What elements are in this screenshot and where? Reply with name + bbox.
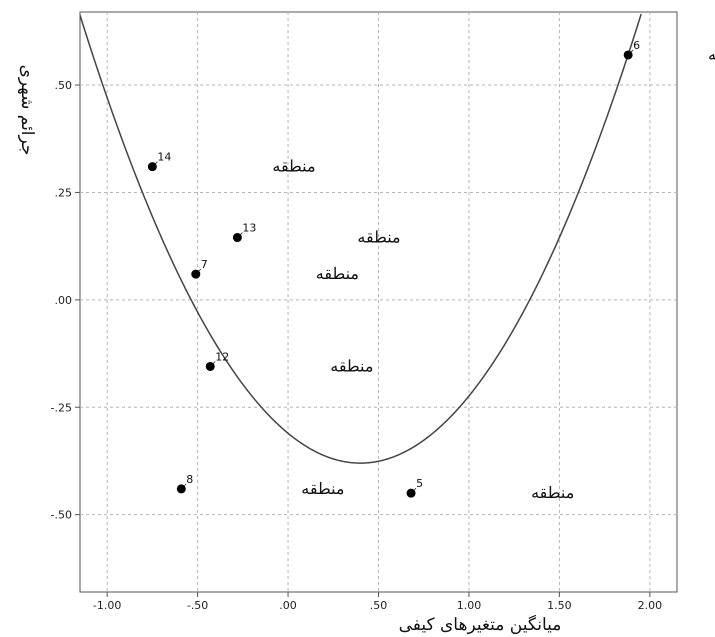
- x-tick-label: .50: [370, 599, 388, 612]
- point-annotation: منطقه: [272, 157, 315, 176]
- point-label: 8: [186, 473, 193, 486]
- data-point: [147, 162, 157, 172]
- y-axis-title: جرائم شهری: [17, 65, 37, 156]
- data-points: 14 منطقه 13 منطقه 7 منطقه 12 منطقه 8 منطقه 5 منطقه 6…: [147, 39, 715, 502]
- x-tick-label: 1.00: [457, 599, 482, 612]
- fit-curve: [80, 13, 642, 464]
- y-tick-label: .25: [55, 186, 73, 199]
- x-tick-label: 2.00: [638, 599, 663, 612]
- point-annotation: منطقه: [708, 45, 715, 64]
- point-label: 14: [157, 151, 171, 164]
- point-label: 13: [242, 222, 256, 235]
- y-tick-label: -.50: [51, 509, 72, 522]
- point-annotation: منطقه: [357, 228, 400, 247]
- point-annotation: منطقه: [301, 479, 344, 498]
- point-label: 7: [201, 258, 208, 271]
- data-point: [205, 361, 215, 371]
- y-tick-label: -.25: [51, 401, 72, 414]
- y-tick-label: .50: [55, 79, 73, 92]
- x-tick-label: .00: [279, 599, 297, 612]
- x-tick-label: 1.50: [547, 599, 572, 612]
- fit-curve-line: [80, 13, 642, 464]
- point-annotation: منطقه: [330, 356, 373, 375]
- x-axis-title: میانگین متغیرهای کیفی: [399, 614, 562, 635]
- point-label: 12: [215, 350, 229, 363]
- data-point: [406, 488, 416, 498]
- point-annotation: منطقه: [316, 264, 359, 283]
- data-point: [232, 233, 242, 243]
- y-tick-label: .00: [55, 294, 73, 307]
- point-label: 5: [416, 477, 423, 490]
- x-tick-label: -.50: [187, 599, 208, 612]
- data-point: [176, 484, 186, 494]
- point-label: 6: [633, 39, 640, 52]
- data-point: [191, 269, 201, 279]
- y-axis-ticks: .50 .25 .00 -.25 -.50: [51, 79, 80, 522]
- data-point: [623, 50, 633, 60]
- x-tick-label: -1.00: [93, 599, 121, 612]
- point-annotation: منطقه: [531, 483, 574, 502]
- gridlines: [80, 12, 677, 592]
- x-axis-ticks: -1.00 -.50 .00 .50 1.00 1.50 2.00: [93, 592, 662, 612]
